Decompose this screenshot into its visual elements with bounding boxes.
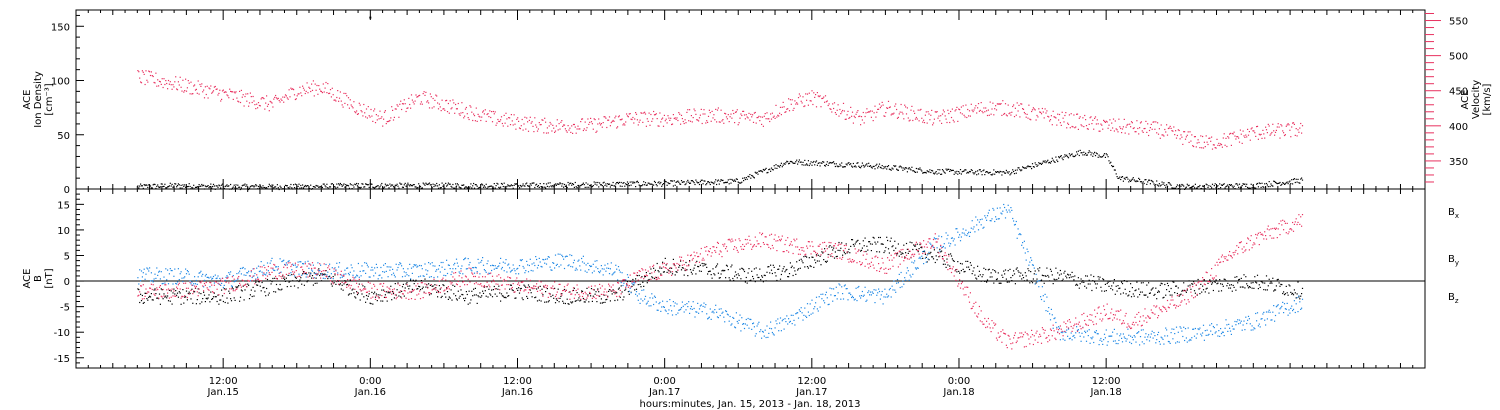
series-by bbox=[137, 203, 1304, 346]
legend-entry: Bz bbox=[1448, 292, 1459, 305]
series-bz bbox=[137, 214, 1304, 350]
bfield-tick-label: 0 bbox=[64, 277, 70, 288]
right-tick-label: 500 bbox=[1449, 52, 1468, 63]
date-tick-label: Jan.18 bbox=[942, 387, 974, 398]
left-axis-title: ACE Ion Density [cm⁻³] bbox=[22, 71, 55, 128]
left-tick-label: 100 bbox=[51, 77, 70, 88]
x-axis-label: hours:minutes, Jan. 15, 2013 - Jan. 18, … bbox=[640, 399, 861, 410]
time-tick-label: 0:00 bbox=[359, 376, 381, 387]
bfield-tick-label: 10 bbox=[57, 226, 70, 237]
left-tick-label: 150 bbox=[51, 22, 70, 33]
time-tick-label: 12:00 bbox=[209, 376, 238, 387]
legend-subscript: x bbox=[1455, 212, 1459, 220]
date-tick-label: Jan.16 bbox=[354, 387, 386, 398]
date-tick-label: Jan.16 bbox=[501, 387, 533, 398]
bfield-tick-label: -5 bbox=[60, 303, 70, 314]
date-tick-label: Jan.15 bbox=[206, 387, 238, 398]
legend-subscript: y bbox=[1455, 259, 1459, 267]
time-tick-label: 12:00 bbox=[797, 376, 826, 387]
legend-entry: By bbox=[1448, 254, 1459, 267]
time-tick-label: 12:00 bbox=[1092, 376, 1121, 387]
left-axis-title-line: Ion Density bbox=[33, 71, 44, 128]
left-axis-title-line: [cm⁻³] bbox=[44, 83, 55, 115]
velocity-series bbox=[137, 70, 1304, 150]
right-tick-label: 400 bbox=[1449, 122, 1468, 133]
top-plot-frame bbox=[75, 9, 1426, 190]
left-tick-label: 50 bbox=[57, 131, 70, 142]
right-axis-title: ACE Velocity [km/s] bbox=[1460, 80, 1493, 119]
right-axis-title-line: [km/s] bbox=[1482, 83, 1493, 115]
time-tick-label: 0:00 bbox=[653, 376, 675, 387]
bfield-tick-label: -10 bbox=[54, 328, 70, 339]
time-tick-label: 0:00 bbox=[948, 376, 970, 387]
bfield-tick-label: 15 bbox=[57, 200, 70, 211]
left-tick-label: 0 bbox=[64, 185, 70, 196]
legend-subscript: z bbox=[1455, 297, 1459, 305]
date-tick-label: Jan.17 bbox=[795, 387, 827, 398]
bottom-plot-frame bbox=[75, 188, 1426, 369]
bfield-axis-title-line: [nT] bbox=[44, 268, 55, 288]
right-tick-label: 550 bbox=[1449, 17, 1468, 28]
right-tick-label: 350 bbox=[1449, 157, 1468, 168]
bfield-axis-title-line: ACE bbox=[22, 269, 33, 289]
bfield-axis-title-line: B bbox=[33, 275, 44, 282]
date-tick-label: Jan.18 bbox=[1089, 387, 1121, 398]
bfield-axis-title: ACE B [nT] bbox=[22, 268, 55, 288]
date-tick-label: Jan.17 bbox=[648, 387, 680, 398]
time-tick-label: 12:00 bbox=[503, 376, 532, 387]
bfield-tick-label: 5 bbox=[64, 251, 70, 262]
time-axis: 12:00Jan.150:00Jan.1612:00Jan.160:00Jan.… bbox=[75, 10, 1426, 398]
series-bx bbox=[137, 236, 1304, 305]
bfield-tick-label: -15 bbox=[54, 354, 70, 365]
right-tick-label: 450 bbox=[1449, 87, 1468, 98]
density-series bbox=[137, 149, 1304, 191]
right-axis-title-line: Velocity bbox=[1471, 80, 1482, 119]
right-axis-title-line: ACE bbox=[1460, 90, 1471, 110]
left-axis-title-line: ACE bbox=[22, 90, 33, 110]
legend-entry: Bx bbox=[1448, 207, 1459, 220]
